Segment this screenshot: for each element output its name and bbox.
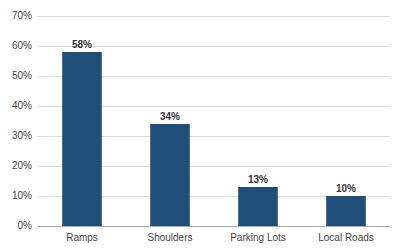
chart-svg: 0% 10% 20% 30% 40% 50% 60% 70% 58% 34% 13% 10% Ramps… — [0, 0, 400, 252]
y-tick-label: 10% — [12, 190, 32, 201]
bars — [62, 52, 366, 226]
x-axis-line — [38, 226, 390, 227]
data-label: 34% — [160, 111, 180, 122]
grid-line — [38, 16, 390, 17]
y-axis: 0% 10% 20% 30% 40% 50% 60% 70% — [12, 10, 32, 231]
y-tick-label: 40% — [12, 100, 32, 111]
y-tick-label: 0% — [18, 220, 33, 231]
x-tick-label: Shoulders — [147, 232, 192, 243]
data-label: 13% — [248, 174, 268, 185]
bar — [326, 196, 366, 226]
bar — [62, 52, 102, 226]
data-label: 10% — [336, 183, 356, 194]
bar — [238, 187, 278, 226]
y-tick-label: 20% — [12, 160, 32, 171]
data-labels: 58% 34% 13% 10% — [72, 39, 356, 194]
x-axis: Ramps Shoulders Parking Lots Local Roads — [38, 226, 390, 243]
y-grid — [38, 16, 390, 226]
x-tick-label: Parking Lots — [230, 232, 286, 243]
y-tick-label: 70% — [12, 10, 32, 21]
y-tick-label: 30% — [12, 130, 32, 141]
x-tick-label: Ramps — [66, 232, 98, 243]
y-tick-label: 50% — [12, 70, 32, 81]
chart-container: 0% 10% 20% 30% 40% 50% 60% 70% 58% 34% 13% 10% Ramps… — [0, 0, 400, 252]
page: {"chart_data": {"type": "bar", "categori… — [0, 0, 400, 252]
y-tick-label: 60% — [12, 40, 32, 51]
x-tick-label: Local Roads — [318, 232, 374, 243]
bar — [150, 124, 190, 226]
data-label: 58% — [72, 39, 92, 50]
grid-line — [38, 226, 390, 227]
